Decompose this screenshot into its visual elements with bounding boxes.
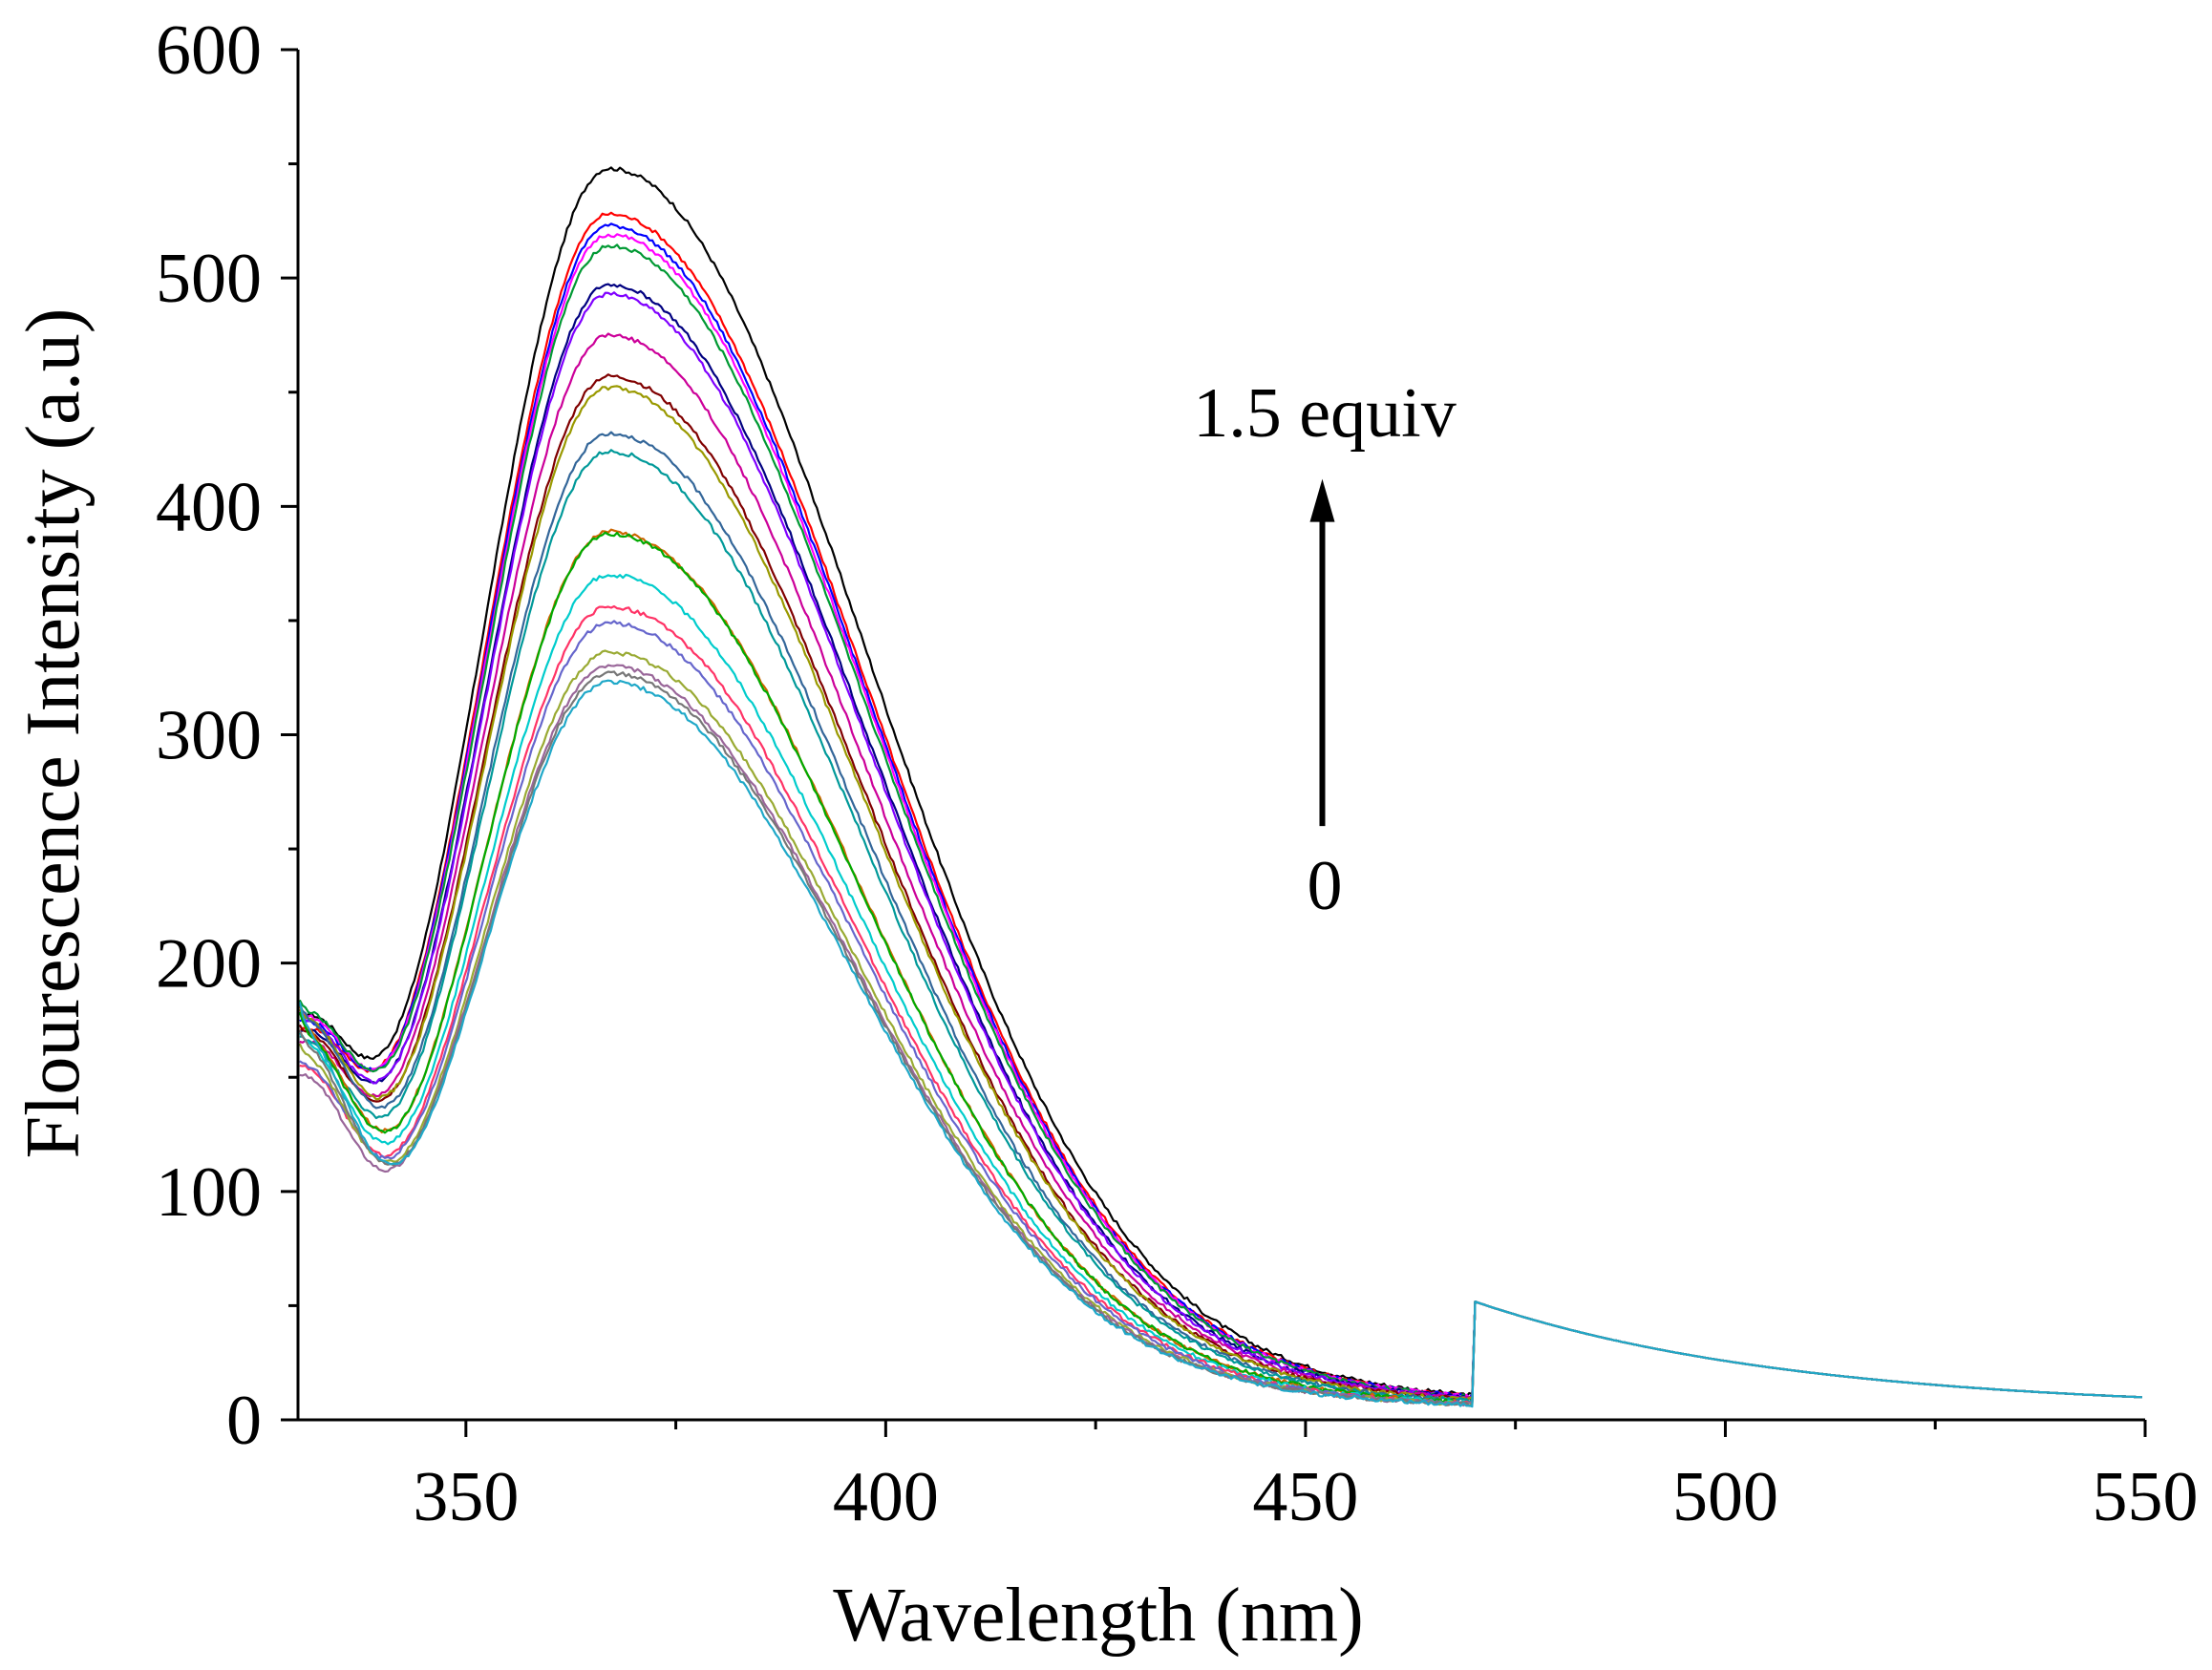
x-tick-label: 400 [833, 1458, 939, 1536]
series-layer [298, 166, 2142, 1408]
y-tick-label: 300 [156, 697, 262, 775]
annotation-group: 1.5 equiv 0 [1193, 374, 1456, 925]
annotation-bottom-label: 0 [1308, 847, 1343, 925]
y-tick-label: 0 [226, 1382, 262, 1460]
x-tick-label: 500 [1672, 1458, 1778, 1536]
y-tick-label: 500 [156, 240, 262, 318]
x-tick-label: 350 [413, 1458, 519, 1536]
x-tick-label: 550 [2093, 1458, 2199, 1536]
y-tick-label: 100 [156, 1153, 262, 1232]
series-line-0 [298, 679, 2142, 1408]
x-tick-label: 450 [1252, 1458, 1358, 1536]
arrow-head-icon [1309, 478, 1335, 522]
y-tick-label: 400 [156, 468, 262, 546]
annotation-top-label: 1.5 equiv [1193, 374, 1456, 453]
y-tick-label: 600 [156, 11, 262, 90]
x-axis-title: Wavelength (nm) [833, 1574, 1364, 1658]
y-axis-title: Flourescence Intensity (a.u) [11, 308, 96, 1159]
tick-layer: 0 100 200 300 400 500 600 350 400 450 500 550 [156, 11, 2199, 1536]
y-tick-label: 200 [156, 925, 262, 1004]
